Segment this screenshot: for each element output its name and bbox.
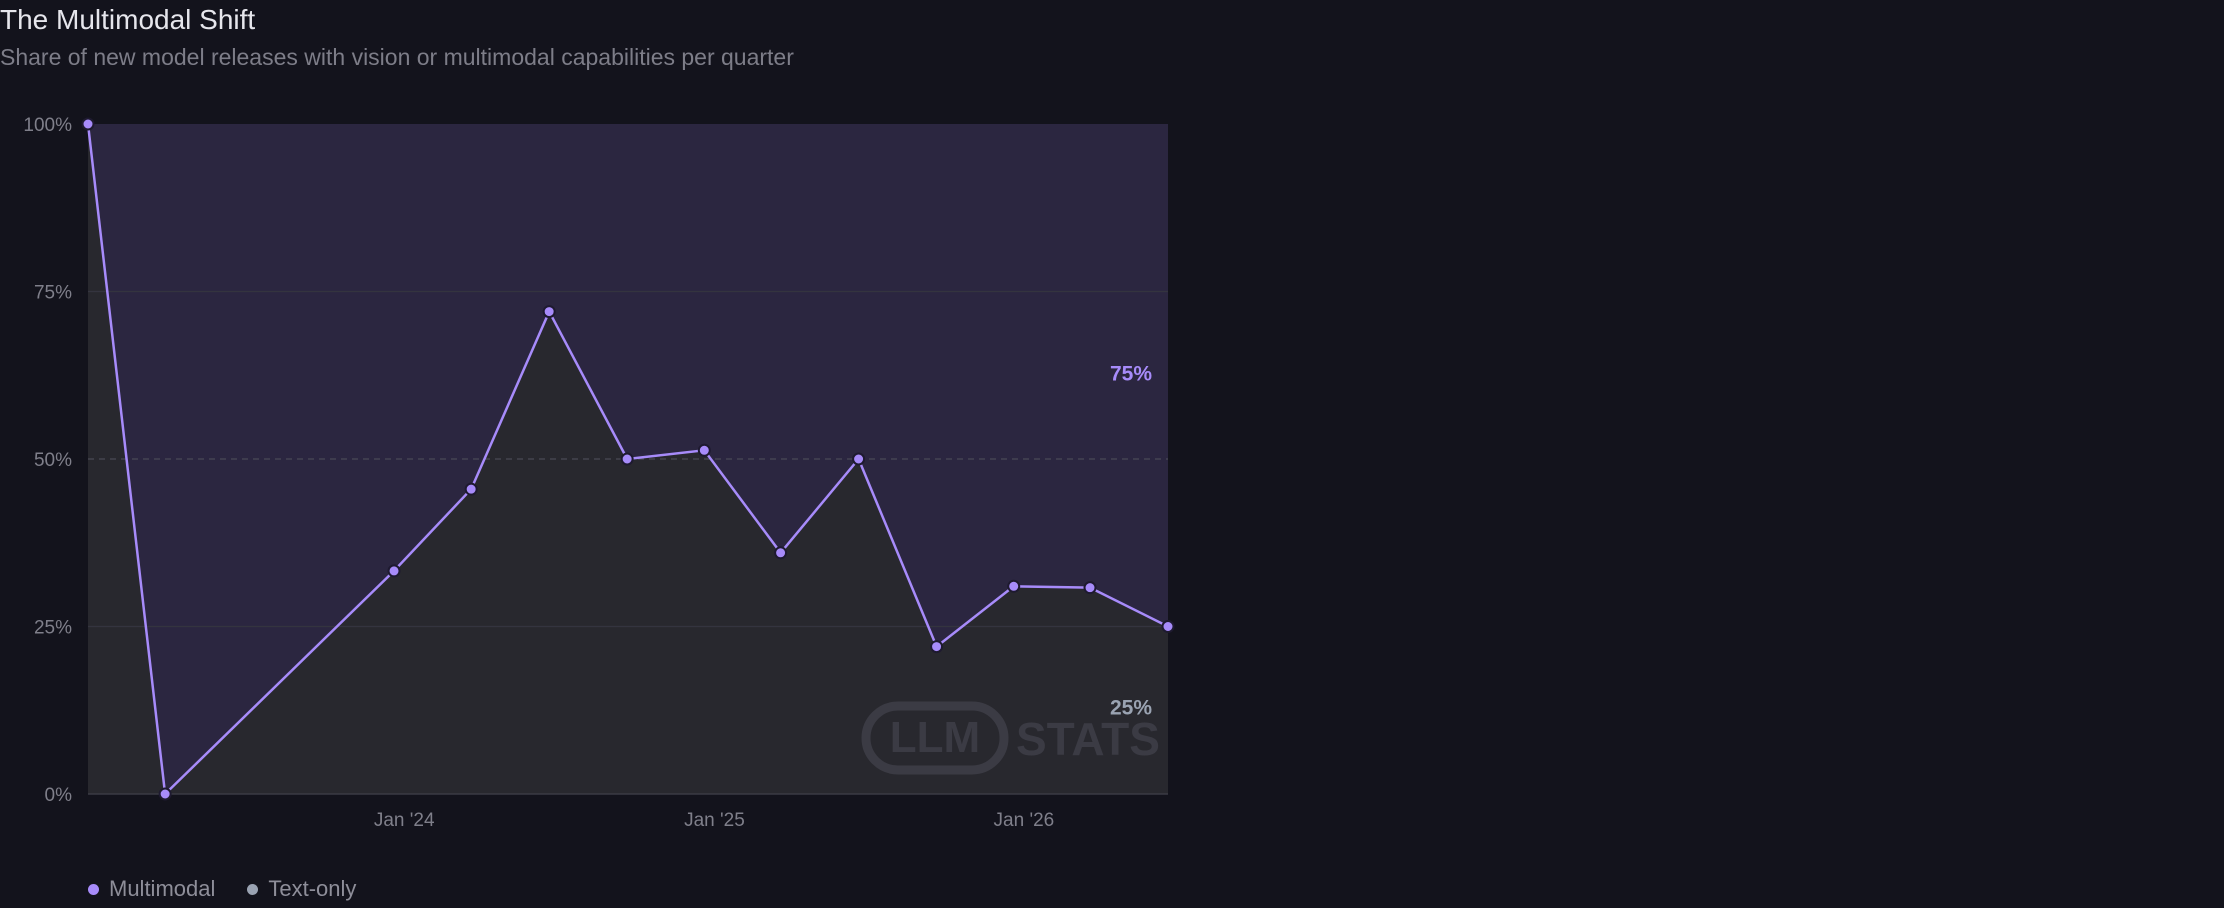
chart-svg: 0% 25% 50% 75% 100% Jan '24 Jan '25 Jan '26 LL… bbox=[23, 115, 1175, 831]
y-tick-label: 0% bbox=[45, 785, 73, 806]
data-point bbox=[1083, 581, 1097, 595]
data-point bbox=[158, 787, 172, 801]
data-point bbox=[697, 443, 711, 457]
data-point bbox=[620, 452, 634, 466]
legend: Multimodal Text-only bbox=[88, 876, 356, 902]
data-point bbox=[774, 546, 788, 560]
data-point bbox=[387, 564, 401, 578]
y-axis-ticks: 0% 25% 50% 75% 100% bbox=[23, 115, 72, 806]
data-point bbox=[930, 640, 944, 654]
multimodal-points bbox=[81, 117, 1175, 801]
legend-item-multimodal[interactable]: Multimodal bbox=[88, 876, 215, 902]
x-tick-label: Jan '25 bbox=[684, 810, 745, 831]
end-label-multimodal: 25% bbox=[1110, 697, 1152, 720]
data-point bbox=[1161, 620, 1175, 633]
watermark-logo: LLM STATS bbox=[861, 701, 1160, 775]
data-point bbox=[852, 452, 866, 466]
chart-subtitle: Share of new model releases with vision … bbox=[0, 44, 794, 70]
legend-label-text-only: Text-only bbox=[268, 876, 357, 901]
watermark-box bbox=[861, 701, 1009, 775]
legend-label-multimodal: Multimodal bbox=[109, 876, 216, 901]
data-point bbox=[1007, 579, 1021, 593]
y-tick-label: 25% bbox=[34, 618, 72, 639]
legend-dot-multimodal bbox=[88, 883, 99, 895]
data-point bbox=[464, 482, 478, 496]
watermark-text: STATS bbox=[1016, 713, 1160, 765]
x-tick-label: Jan '26 bbox=[994, 810, 1055, 831]
y-tick-label: 50% bbox=[34, 450, 72, 471]
chart-title: The Multimodal Shift bbox=[0, 4, 256, 35]
legend-dot-text-only bbox=[247, 883, 259, 895]
legend-item-text-only[interactable]: Text-only bbox=[247, 876, 356, 902]
x-tick-label: Jan '24 bbox=[374, 810, 435, 831]
end-label-text-only: 75% bbox=[1110, 363, 1152, 386]
data-point bbox=[81, 117, 95, 131]
y-tick-label: 75% bbox=[34, 283, 72, 304]
watermark-box-text: LLM bbox=[890, 713, 980, 762]
x-axis-ticks: Jan '24 Jan '25 Jan '26 bbox=[374, 810, 1054, 831]
y-tick-label: 100% bbox=[23, 115, 72, 136]
data-point bbox=[542, 305, 556, 319]
